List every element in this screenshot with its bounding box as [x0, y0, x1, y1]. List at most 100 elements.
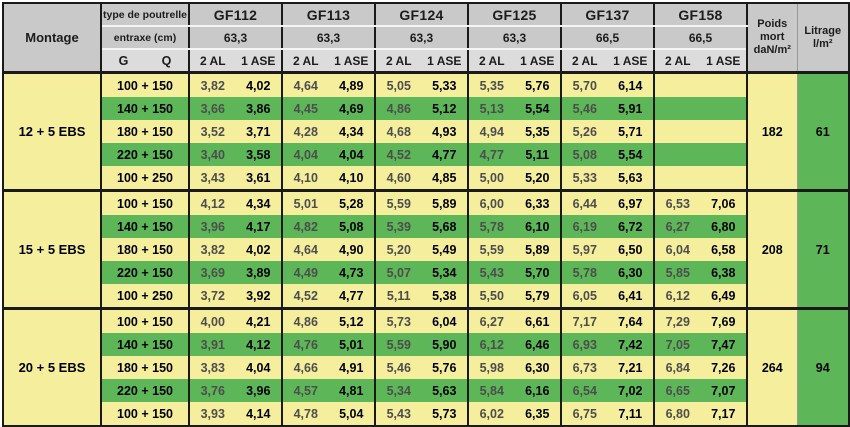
montage-cell: 20 + 5 EBS	[3, 307, 102, 426]
value-1ase: 4,69	[339, 101, 364, 116]
value-1ase: 5,54	[525, 101, 550, 116]
data-row: 180 + 150 3,82 4,02 4,64 4,90 5,20 5,49 5,59 5,8…	[3, 238, 849, 261]
value-1ase: 3,71	[246, 124, 271, 139]
load-label: 100 + 150	[101, 307, 190, 333]
value-1ase: 7,07	[711, 383, 736, 398]
value-cell-gf112: 3,69 3,89	[189, 261, 283, 284]
poids-mort-value: 264	[747, 307, 798, 426]
value-2al: 5,84	[479, 383, 504, 398]
value-cell-gf113: 4,57 4,81	[282, 379, 376, 402]
load-label: 140 + 150	[101, 215, 190, 238]
value-1ase: 5,70	[525, 265, 550, 280]
value-cell-gf112: 3,91 4,12	[189, 333, 283, 356]
value-cell-gf113: 4,28 4,34	[282, 120, 376, 143]
value-cell-gf137: 6,54 7,02	[561, 379, 655, 402]
load-label: 180 + 150	[101, 238, 190, 261]
value-cell-gf113: 4,86 5,12	[282, 307, 376, 333]
beam-header-gf125: GF125	[468, 3, 562, 27]
value-cell-gf125: 5,35 5,76	[468, 71, 562, 97]
value-cell-gf113: 4,52 4,77	[282, 284, 376, 309]
value-2al: 3,76	[200, 383, 225, 398]
value-2al: 5,34	[386, 383, 411, 398]
value-cell-gf124: 5,07 5,34	[375, 261, 469, 284]
value-cell-gf112: 3,40 3,58	[189, 143, 283, 166]
value-2al: 5,33	[572, 170, 597, 185]
value-1ase: 7,69	[711, 314, 736, 329]
value-cell-gf124: 4,68 4,93	[375, 120, 469, 143]
value-2al: 5,85	[665, 265, 690, 280]
data-row: 220 + 150 3,69 3,89 4,49 4,73 5,07 5,34 5,43 5,7…	[3, 261, 849, 284]
value-2al: 4,76	[293, 337, 318, 352]
value-cell-gf158: 6,53 7,06	[654, 189, 748, 215]
value-2al: 5,46	[572, 101, 597, 116]
value-cell-gf125: 5,00 5,20	[468, 166, 562, 191]
entraxe-gf158: 66,5	[654, 26, 748, 50]
load-label: 220 + 150	[101, 261, 190, 284]
value-1ase: 7,21	[618, 360, 643, 375]
value-2al: 6,65	[665, 383, 690, 398]
value-cell-gf113: 4,76 5,01	[282, 333, 376, 356]
value-2al: 5,13	[479, 101, 504, 116]
value-cell-gf158: 6,80 7,17	[654, 402, 748, 426]
value-2al: 3,40	[200, 147, 225, 162]
value-2al: 6,54	[572, 383, 597, 398]
value-2al: 7,29	[665, 314, 690, 329]
poids-line-2: mort	[760, 31, 785, 43]
value-cell-gf113: 4,78 5,04	[282, 402, 376, 426]
value-2al: 5,20	[386, 242, 411, 257]
value-1ase: 5,89	[525, 242, 550, 257]
value-cell-gf124: 4,52 4,77	[375, 143, 469, 166]
value-2al: 6,27	[665, 219, 690, 234]
value-1ase: 5,01	[339, 337, 364, 352]
value-1ase: 7,11	[618, 406, 643, 421]
value-cell-gf137: 5,46 5,91	[561, 97, 655, 120]
value-2al: 3,72	[200, 288, 225, 303]
value-1ase: 6,80	[711, 219, 736, 234]
value-1ase: 5,20	[525, 170, 550, 185]
value-cell-gf125: 5,43 5,70	[468, 261, 562, 284]
entraxe-gf124: 63,3	[375, 26, 469, 50]
beam-header-gf124: GF124	[375, 3, 469, 27]
value-2al: 5,05	[386, 78, 411, 93]
value-cell-gf125: 5,59 5,89	[468, 238, 562, 261]
value-cell-gf158: 6,65 7,07	[654, 379, 748, 402]
value-2al: 3,52	[200, 124, 225, 139]
load-label: 220 + 150	[101, 143, 190, 166]
value-cell-gf124: 5,43 5,73	[375, 402, 469, 426]
load-label: 180 + 150	[101, 120, 190, 143]
value-2al: 4,86	[386, 101, 411, 116]
value-2al: 3,69	[200, 265, 225, 280]
value-2al: 6,44	[572, 196, 597, 211]
value-cell-gf124: 5,59 5,90	[375, 333, 469, 356]
value-2al: 4,64	[293, 78, 318, 93]
value-2al: 6,04	[665, 242, 690, 257]
value-2al: 4,28	[293, 124, 318, 139]
value-cell-gf137: 6,05 6,41	[561, 284, 655, 309]
poids-line-3: daN/m²	[753, 44, 791, 56]
value-cell-gf124: 5,05 5,33	[375, 71, 469, 97]
value-2al: 5,78	[479, 219, 504, 234]
value-2al: 6,73	[572, 360, 597, 375]
value-2al: 3,82	[200, 242, 225, 257]
value-1ase: 4,02	[246, 78, 271, 93]
value-cell-gf158: 6,04 6,58	[654, 238, 748, 261]
beam-header-gf137: GF137	[561, 3, 655, 27]
ase-label: 1 ASE	[613, 53, 648, 68]
value-1ase: 4,17	[246, 219, 271, 234]
value-2al: 5,00	[479, 170, 504, 185]
value-1ase: 5,73	[432, 406, 457, 421]
value-cell-gf137: 5,78 6,30	[561, 261, 655, 284]
value-1ase: 4,12	[246, 337, 271, 352]
value-cell-gf158: 6,84 7,26	[654, 356, 748, 379]
value-1ase: 6,50	[618, 242, 643, 257]
value-2al: 6,75	[572, 406, 597, 421]
value-cell-gf137: 5,70 6,14	[561, 71, 655, 97]
value-1ase: 4,21	[246, 314, 271, 329]
value-2al: 5,97	[572, 242, 597, 257]
data-row: 100 + 250 3,43 3,61 4,10 4,10 4,60 4,85 5,00 5,2…	[3, 166, 849, 191]
value-cell-gf125: 5,98 6,30	[468, 356, 562, 379]
value-1ase: 5,38	[432, 288, 457, 303]
value-1ase: 4,91	[339, 360, 364, 375]
